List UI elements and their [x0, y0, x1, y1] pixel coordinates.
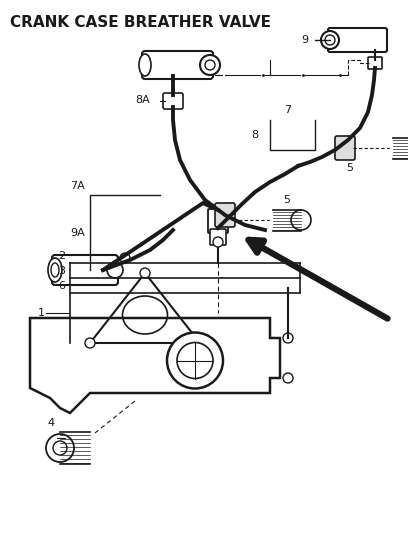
Text: 1: 1 [38, 308, 45, 318]
Text: 3: 3 [58, 266, 65, 276]
Circle shape [140, 268, 150, 278]
Circle shape [195, 338, 205, 348]
Text: 9A: 9A [70, 228, 85, 238]
Circle shape [325, 35, 335, 45]
Circle shape [200, 55, 220, 75]
Circle shape [167, 333, 223, 388]
Circle shape [283, 333, 293, 343]
Ellipse shape [122, 296, 168, 334]
Circle shape [107, 262, 123, 278]
Text: 6: 6 [58, 281, 65, 291]
FancyBboxPatch shape [52, 255, 118, 285]
Text: 4: 4 [48, 418, 55, 428]
Circle shape [213, 237, 223, 247]
FancyBboxPatch shape [142, 51, 213, 79]
Ellipse shape [139, 54, 151, 76]
Text: 5: 5 [346, 163, 353, 173]
Text: 9: 9 [301, 35, 308, 45]
Circle shape [85, 338, 95, 348]
Text: 2: 2 [58, 251, 65, 261]
Circle shape [291, 210, 311, 230]
Text: 8A: 8A [135, 95, 150, 105]
FancyBboxPatch shape [328, 28, 387, 52]
Text: 5: 5 [284, 195, 290, 205]
FancyBboxPatch shape [208, 209, 228, 233]
FancyBboxPatch shape [163, 93, 183, 109]
FancyBboxPatch shape [215, 203, 235, 227]
Text: 7A: 7A [70, 181, 85, 191]
Circle shape [46, 434, 74, 462]
Ellipse shape [48, 258, 62, 282]
Circle shape [177, 343, 213, 378]
Circle shape [283, 373, 293, 383]
Ellipse shape [51, 263, 59, 277]
Circle shape [321, 31, 339, 49]
Circle shape [53, 441, 67, 455]
FancyBboxPatch shape [335, 136, 355, 160]
Text: 8: 8 [251, 130, 258, 140]
Circle shape [205, 60, 215, 70]
FancyBboxPatch shape [368, 57, 382, 69]
Text: CRANK CASE BREATHER VALVE: CRANK CASE BREATHER VALVE [10, 15, 271, 30]
FancyBboxPatch shape [210, 229, 226, 245]
Text: 7: 7 [284, 105, 292, 115]
Circle shape [120, 253, 130, 263]
